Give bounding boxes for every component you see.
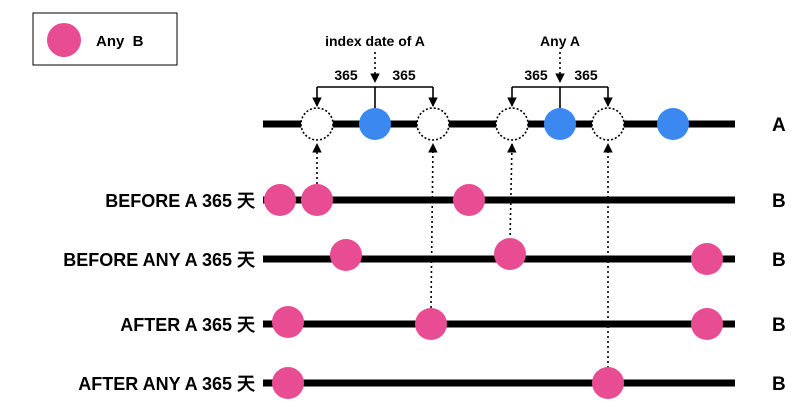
row-end-label: B — [772, 191, 786, 212]
legend-b-event-icon — [47, 23, 81, 57]
b-event — [592, 367, 624, 399]
window-days-after-any: 365 — [574, 67, 598, 83]
a-any-event — [544, 108, 576, 140]
a-window-end-marker — [416, 107, 450, 141]
window-bracket-any — [507, 86, 613, 108]
row-title: AFTER A 365 天 — [120, 315, 256, 335]
row-title: AFTER ANY A 365 天 — [78, 374, 256, 394]
a-any-window-end-marker — [591, 107, 625, 141]
row-after-a: AFTER A 365 天 B — [120, 306, 786, 340]
row-title: BEFORE ANY A 365 天 — [63, 250, 256, 270]
b-event — [264, 184, 296, 216]
any-a-label: Any A — [540, 33, 580, 49]
b-event — [330, 239, 362, 271]
a-window-start-marker — [300, 107, 334, 141]
b-event — [453, 184, 485, 216]
window-bracket-index — [312, 86, 438, 108]
row-end-label: B — [772, 315, 786, 336]
a-any-window-start-marker — [495, 107, 529, 141]
index-date-label: index date of A — [325, 33, 425, 49]
timeline-a-label: A — [772, 115, 786, 136]
row-title: BEFORE A 365 天 — [105, 191, 256, 211]
row-end-label: B — [772, 250, 786, 271]
a-later-event — [657, 108, 689, 140]
b-event — [272, 367, 304, 399]
b-event — [494, 238, 526, 270]
legend-label: Any B — [96, 33, 144, 50]
b-event — [415, 308, 447, 340]
row-end-label: B — [772, 374, 786, 395]
legend: Any B — [32, 12, 178, 66]
row-before-a: BEFORE A 365 天 B — [105, 184, 786, 216]
timeline-a: A — [263, 107, 786, 141]
window-days-after-index: 365 — [392, 67, 416, 83]
b-event — [691, 243, 723, 275]
a-index-event — [359, 108, 391, 140]
b-event — [301, 184, 333, 216]
window-days-before-any: 365 — [524, 67, 548, 83]
window-days-before-index: 365 — [334, 67, 358, 83]
connector-before-any-a — [507, 143, 517, 241]
row-after-any-a: AFTER ANY A 365 天 B — [78, 367, 786, 399]
connector-after-a — [428, 143, 438, 309]
b-event — [691, 308, 723, 340]
row-before-any-a: BEFORE ANY A 365 天 B — [63, 238, 786, 275]
b-event — [272, 306, 304, 338]
